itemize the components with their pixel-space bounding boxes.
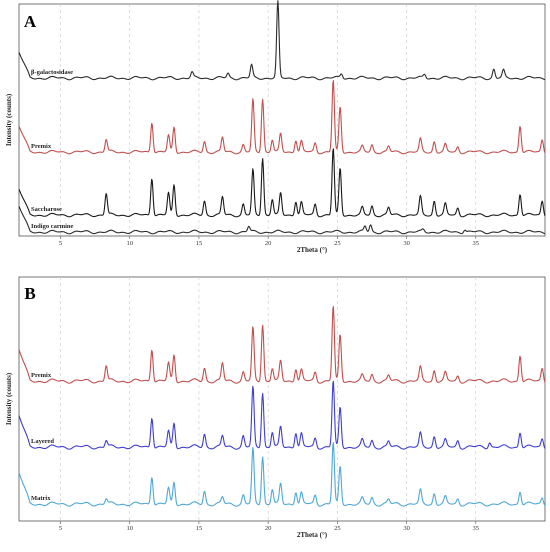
x-axis-title: 2Theta (°) <box>297 531 328 539</box>
x-tick-label: 10 <box>126 240 133 247</box>
x-tick-label: 15 <box>196 525 203 532</box>
x-tick-label: 10 <box>126 525 133 532</box>
x-tick-label: 30 <box>403 525 410 532</box>
x-tick-label: 25 <box>334 240 341 247</box>
series-line-premix <box>18 80 546 155</box>
y-axis-title: Intensity (counts) <box>5 372 13 425</box>
series-label: Saccharose <box>31 206 62 213</box>
x-tick-label: 35 <box>473 240 480 247</box>
panel-letter: A <box>24 12 37 31</box>
x-tick-label: 5 <box>59 240 62 247</box>
plot-frame <box>18 276 546 522</box>
panel-letter: B <box>24 284 35 303</box>
y-axis-title: Intensity (counts) <box>5 93 13 146</box>
series-label: Premix <box>31 143 52 150</box>
series-label: β-galactosidase <box>31 69 73 76</box>
series-line-indigo-carmine <box>18 206 546 235</box>
series-label: Indigo carmine <box>31 223 74 230</box>
x-tick-label: 35 <box>473 525 480 532</box>
x-tick-label: 25 <box>334 525 341 532</box>
plot-frame <box>18 3 546 237</box>
x-axis-title: 2Theta (°) <box>297 246 328 254</box>
series-label: Matrix <box>31 495 51 502</box>
x-tick-label: 15 <box>196 240 203 247</box>
x-tick-label: 30 <box>403 240 410 247</box>
series-line-layered <box>18 380 546 450</box>
series-line--galactosidase <box>18 0 546 81</box>
series-label: Premix <box>31 372 52 379</box>
series-line-matrix <box>18 442 546 507</box>
x-tick-label: 20 <box>265 240 272 247</box>
series-label: Layered <box>31 438 54 445</box>
panel-B: 5 10 15 20 25 30 35 B 2Theta (°) Intensity (count… <box>5 276 546 539</box>
x-tick-label: 5 <box>59 525 62 532</box>
panel-A: 5 10 15 20 25 30 35 A 2Theta (°) Intensity (count… <box>5 0 546 254</box>
series-line-premix <box>18 306 546 384</box>
series-line-saccharose <box>18 148 546 218</box>
x-tick-label: 20 <box>265 525 272 532</box>
